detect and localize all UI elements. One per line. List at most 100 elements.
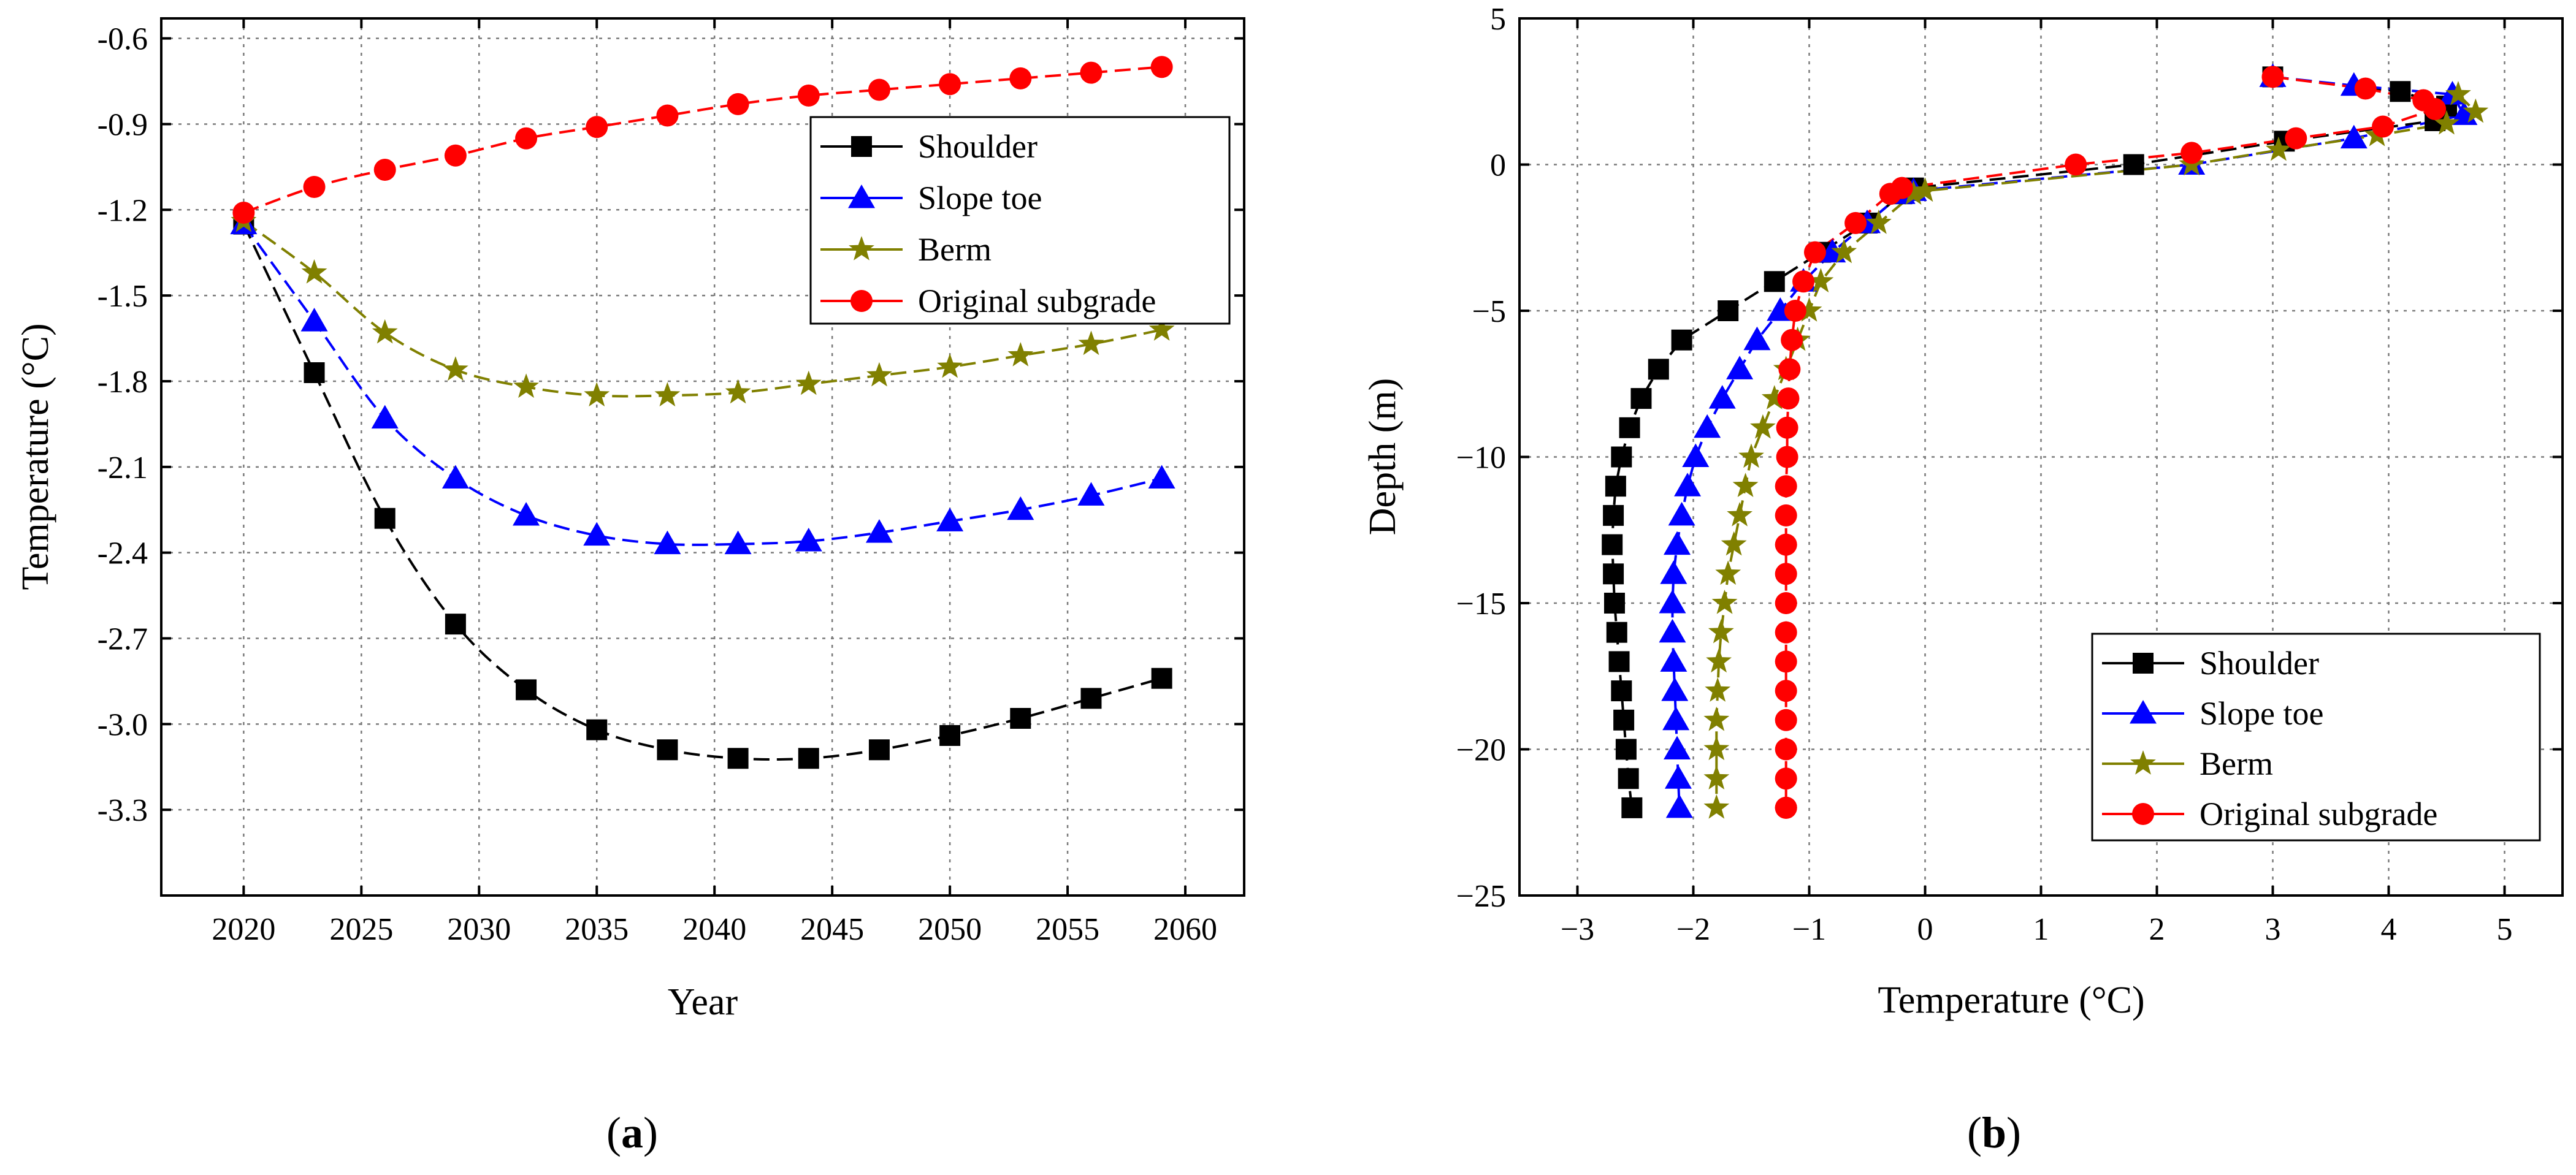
panel-a-y-tick-label: -2.4: [97, 536, 148, 571]
panel-a-point-slope-toe: [513, 502, 540, 526]
panel-a-y-tick-label: -2.7: [97, 622, 148, 656]
panel-b-y-tick-label: 5: [1490, 2, 1506, 37]
panel-a-x-tick-label: 2035: [565, 912, 629, 947]
panel-b-point-slope-toe: [1726, 356, 1754, 379]
panel-b-point-berm: [2266, 136, 2291, 161]
panel-b-point-slope-toe: [1743, 326, 1771, 351]
panel-b-point-shoulder: [1603, 563, 1624, 585]
panel-b-point-berm: [1796, 297, 1822, 322]
panel-a-point-original-subgrade: [232, 201, 255, 224]
panel-a-point-berm: [1148, 316, 1175, 341]
panel-a-point-shoulder: [727, 748, 749, 769]
panel-a-x-tick-label: 2055: [1036, 912, 1099, 947]
panel-a-point-berm: [443, 356, 468, 381]
panel-b-legend-label-berm: Berm: [2200, 745, 2273, 782]
panel-a-x-tick-label: 2060: [1153, 912, 1217, 947]
panel-b-point-original-subgrade: [1775, 475, 1797, 498]
panel-b-chart: −3 −2 −1 0 1 2 3 4 550−5−10−15−20−25 ShoulderSlo…: [1362, 2, 2564, 1021]
panel-b-x-tick-label: 0: [1917, 912, 1933, 947]
panel-b-point-original-subgrade: [1775, 709, 1797, 731]
panel-a-y-tick-label: -3.0: [97, 707, 148, 742]
panel-a-x-tick-label: 2045: [800, 912, 864, 947]
panel-b-x-tick-label: −3: [1561, 912, 1594, 947]
panel-b-point-berm: [1703, 736, 1730, 761]
panel-b-markers: [1602, 63, 2489, 819]
panel-a-point-slope-toe: [441, 465, 469, 489]
panel-a-point-original-subgrade: [1009, 67, 1032, 89]
panel-a-point-berm: [513, 373, 539, 398]
panel-b-point-berm: [1705, 677, 1731, 702]
panel-b-point-berm: [1900, 180, 1927, 205]
panel-b-point-original-subgrade: [1775, 592, 1797, 614]
panel-a-point-shoulder: [445, 614, 466, 635]
panel-a-point-slope-toe: [300, 308, 328, 332]
panel-b-point-slope-toe: [1665, 794, 1693, 818]
panel-b-x-tick-label: 1: [2033, 912, 2049, 947]
panel-b-point-shoulder: [1618, 768, 1639, 789]
panel-a-y-axis-label: Temperature (°C): [15, 323, 56, 590]
panel-b-point-shoulder: [1648, 359, 1669, 380]
panel-b-point-shoulder: [1619, 417, 1640, 438]
panel-b-x-tick-label: 3: [2265, 912, 2281, 947]
panel-b-point-slope-toe: [1661, 677, 1689, 701]
panel-b-x-tick-label: 4: [2381, 912, 2397, 947]
panel-a-legend-marker-shoulder: [851, 136, 872, 157]
panel-b-point-slope-toe: [1664, 765, 1692, 789]
panel-b-point-shoulder: [2390, 81, 2411, 102]
panel-a-point-original-subgrade: [1150, 56, 1173, 78]
panel-b-point-berm: [1711, 590, 1738, 614]
panel-b-point-original-subgrade: [1775, 680, 1797, 702]
panel-b-point-slope-toe: [1659, 590, 1686, 614]
panel-a-point-berm: [1007, 342, 1034, 367]
panel-b-y-tick-label: −25: [1456, 879, 1506, 914]
panel-b-point-original-subgrade: [1781, 329, 1803, 351]
panel-a-point-shoulder: [1080, 688, 1102, 709]
panel-b-point-slope-toe: [1660, 648, 1687, 672]
panel-b-legend-marker-berm: [2130, 750, 2156, 775]
panel-a-legend-label-shoulder: Shoulder: [918, 128, 1038, 165]
panel-b-point-slope-toe: [1662, 706, 1690, 731]
panel-b-point-slope-toe: [1674, 473, 1702, 496]
panel-b-point-original-subgrade: [1775, 650, 1797, 673]
panel-b-point-shoulder: [1603, 504, 1624, 526]
panel-b-legend-marker-shoulder: [2133, 653, 2154, 674]
panel-a-point-original-subgrade: [586, 116, 608, 139]
panel-a-legend-marker-berm: [849, 236, 874, 260]
panel-a-point-slope-toe: [371, 405, 399, 429]
panel-b-point-berm: [1708, 618, 1734, 644]
panel-a-point-shoulder: [304, 362, 325, 383]
panel-b-point-shoulder: [1606, 622, 1627, 643]
panel-a-point-original-subgrade: [373, 159, 396, 181]
panel-a-legend-marker-original-subgrade: [850, 290, 873, 312]
panel-b-point-original-subgrade: [1777, 387, 1800, 410]
panel-b-point-berm: [2445, 81, 2471, 105]
panel-a-label: (a): [606, 1108, 658, 1157]
panel-b-point-original-subgrade: [2424, 97, 2447, 120]
panel-b-point-original-subgrade: [1775, 738, 1797, 761]
panel-b-x-tick-label: −1: [1792, 912, 1826, 947]
panel-a-point-berm: [654, 382, 681, 407]
panel-b-ticks: −3 −2 −1 0 1 2 3 4 550−5−10−15−20−25: [1456, 2, 2563, 947]
panel-b-point-slope-toe: [1694, 414, 1721, 438]
panel-b-point-original-subgrade: [2261, 66, 2284, 88]
panel-b-point-berm: [2463, 98, 2489, 123]
panel-a-x-tick-label: 2020: [212, 912, 275, 947]
panel-a-legend-marker-slope-toe: [848, 184, 875, 208]
panel-a-legend-label-slope-toe: Slope toe: [918, 180, 1042, 216]
panel-b-point-shoulder: [2123, 154, 2144, 175]
panel-b-point-original-subgrade: [1775, 563, 1797, 585]
panel-b-point-slope-toe: [1682, 443, 1710, 467]
panel-a-point-berm: [795, 370, 822, 395]
panel-b-point-original-subgrade: [1775, 504, 1797, 527]
panel-a-legend: Shoulder Slope toe Berm Original subgrade: [809, 116, 1231, 325]
panel-b-point-shoulder: [1764, 271, 1785, 292]
panel-a-point-original-subgrade: [797, 84, 820, 107]
panel-b-point-original-subgrade: [1775, 533, 1797, 556]
panel-b-point-slope-toe: [1659, 618, 1686, 643]
panel-b-x-tick-label: 2: [2149, 912, 2165, 947]
panel-b-point-shoulder: [1602, 534, 1623, 555]
panel-b-point-original-subgrade: [1775, 621, 1797, 644]
panel-a-point-berm: [372, 319, 398, 344]
panel-b-point-berm: [1761, 385, 1787, 409]
panel-a-point-shoulder: [1010, 708, 1031, 729]
